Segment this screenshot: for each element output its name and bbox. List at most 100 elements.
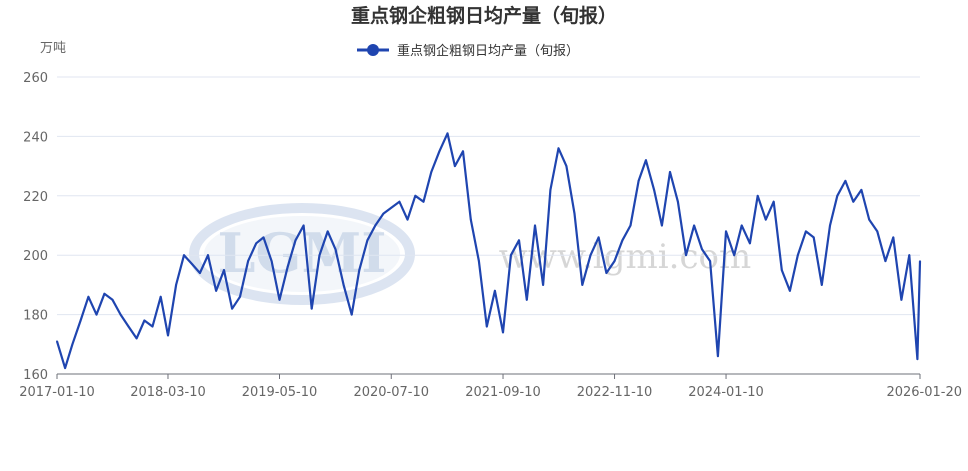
data-point[interactable] bbox=[414, 194, 417, 197]
data-point[interactable] bbox=[919, 260, 921, 263]
data-point[interactable] bbox=[748, 242, 751, 245]
data-point[interactable] bbox=[645, 159, 647, 162]
data-point[interactable] bbox=[509, 254, 512, 257]
data-point[interactable] bbox=[310, 307, 313, 310]
data-point[interactable] bbox=[764, 218, 767, 221]
data-point[interactable] bbox=[621, 239, 624, 242]
data-point[interactable] bbox=[629, 224, 632, 227]
data-point[interactable] bbox=[143, 319, 146, 322]
data-point[interactable] bbox=[549, 188, 552, 191]
data-point[interactable] bbox=[103, 292, 106, 295]
data-point[interactable] bbox=[709, 260, 711, 263]
data-point[interactable] bbox=[127, 325, 130, 328]
data-point[interactable] bbox=[430, 171, 433, 173]
data-point[interactable] bbox=[469, 218, 472, 221]
data-point[interactable] bbox=[342, 284, 345, 286]
data-point[interactable] bbox=[326, 230, 329, 233]
data-point[interactable] bbox=[772, 200, 775, 203]
data-point[interactable] bbox=[111, 298, 114, 301]
data-point[interactable] bbox=[215, 289, 218, 292]
data-point[interactable] bbox=[525, 298, 528, 301]
data-point[interactable] bbox=[900, 298, 903, 301]
data-point[interactable] bbox=[844, 180, 847, 182]
data-point[interactable] bbox=[135, 337, 138, 340]
data-point[interactable] bbox=[653, 188, 655, 191]
data-point[interactable] bbox=[270, 260, 273, 263]
data-point[interactable] bbox=[796, 254, 799, 257]
data-point[interactable] bbox=[366, 239, 369, 242]
data-point[interactable] bbox=[358, 269, 361, 271]
data-point[interactable] bbox=[852, 200, 855, 203]
data-point[interactable] bbox=[462, 150, 464, 153]
data-point[interactable] bbox=[294, 239, 297, 242]
data-point[interactable] bbox=[494, 289, 496, 292]
data-point[interactable] bbox=[876, 230, 879, 233]
data-point[interactable] bbox=[884, 260, 887, 263]
data-point[interactable] bbox=[453, 165, 456, 168]
data-point[interactable] bbox=[422, 200, 425, 203]
data-point[interactable] bbox=[199, 272, 201, 274]
data-point[interactable] bbox=[685, 254, 687, 257]
data-point[interactable] bbox=[581, 284, 584, 286]
data-point[interactable] bbox=[502, 331, 504, 334]
data-point[interactable] bbox=[56, 340, 58, 343]
data-point[interactable] bbox=[247, 260, 249, 263]
data-point[interactable] bbox=[87, 295, 90, 298]
data-point[interactable] bbox=[223, 269, 225, 271]
data-point[interactable] bbox=[191, 263, 193, 266]
data-point[interactable] bbox=[836, 194, 839, 197]
data-point[interactable] bbox=[79, 319, 82, 322]
data-point[interactable] bbox=[167, 334, 169, 337]
data-point[interactable] bbox=[334, 248, 337, 251]
data-point[interactable] bbox=[780, 269, 783, 271]
data-point[interactable] bbox=[183, 254, 185, 257]
data-point[interactable] bbox=[829, 224, 831, 227]
data-point[interactable] bbox=[804, 230, 807, 233]
data-point[interactable] bbox=[557, 147, 560, 150]
data-point[interactable] bbox=[860, 188, 863, 191]
data-point[interactable] bbox=[262, 236, 265, 239]
data-point[interactable] bbox=[693, 224, 696, 227]
data-point[interactable] bbox=[908, 254, 911, 257]
data-point[interactable] bbox=[255, 242, 258, 245]
data-point[interactable] bbox=[382, 212, 385, 215]
data-point[interactable] bbox=[812, 236, 815, 239]
data-point[interactable] bbox=[542, 284, 544, 286]
data-point[interactable] bbox=[64, 367, 67, 369]
data-point[interactable] bbox=[438, 150, 441, 153]
data-point[interactable] bbox=[374, 224, 377, 227]
data-point[interactable] bbox=[789, 289, 791, 292]
data-point[interactable] bbox=[278, 298, 281, 301]
data-point[interactable] bbox=[119, 313, 122, 316]
data-point[interactable] bbox=[302, 224, 305, 227]
data-point[interactable] bbox=[446, 132, 449, 135]
data-point[interactable] bbox=[701, 248, 703, 251]
data-point[interactable] bbox=[820, 284, 823, 286]
data-point[interactable] bbox=[605, 272, 608, 274]
data-point[interactable] bbox=[398, 200, 401, 203]
legend[interactable]: 重点钢企粗钢日均产量（旬报） bbox=[357, 43, 579, 59]
data-point[interactable] bbox=[231, 307, 234, 310]
data-point[interactable] bbox=[916, 358, 919, 361]
data-point[interactable] bbox=[485, 325, 488, 328]
data-point[interactable] bbox=[717, 355, 719, 358]
data-point[interactable] bbox=[573, 212, 576, 215]
data-point[interactable] bbox=[676, 200, 679, 203]
data-point[interactable] bbox=[151, 325, 154, 328]
data-point[interactable] bbox=[286, 266, 289, 268]
data-point[interactable] bbox=[350, 313, 353, 316]
series-line[interactable] bbox=[55, 132, 922, 370]
data-point[interactable] bbox=[95, 313, 98, 316]
data-point[interactable] bbox=[518, 239, 520, 242]
data-point[interactable] bbox=[318, 254, 321, 257]
data-point[interactable] bbox=[661, 224, 663, 227]
data-point[interactable] bbox=[868, 218, 871, 221]
data-point[interactable] bbox=[207, 254, 209, 257]
data-point[interactable] bbox=[756, 194, 759, 197]
data-point[interactable] bbox=[613, 260, 616, 263]
data-point[interactable] bbox=[725, 230, 727, 233]
data-point[interactable] bbox=[390, 206, 393, 209]
data-point[interactable] bbox=[733, 254, 736, 257]
data-point[interactable] bbox=[669, 171, 671, 173]
data-point[interactable] bbox=[406, 218, 409, 221]
